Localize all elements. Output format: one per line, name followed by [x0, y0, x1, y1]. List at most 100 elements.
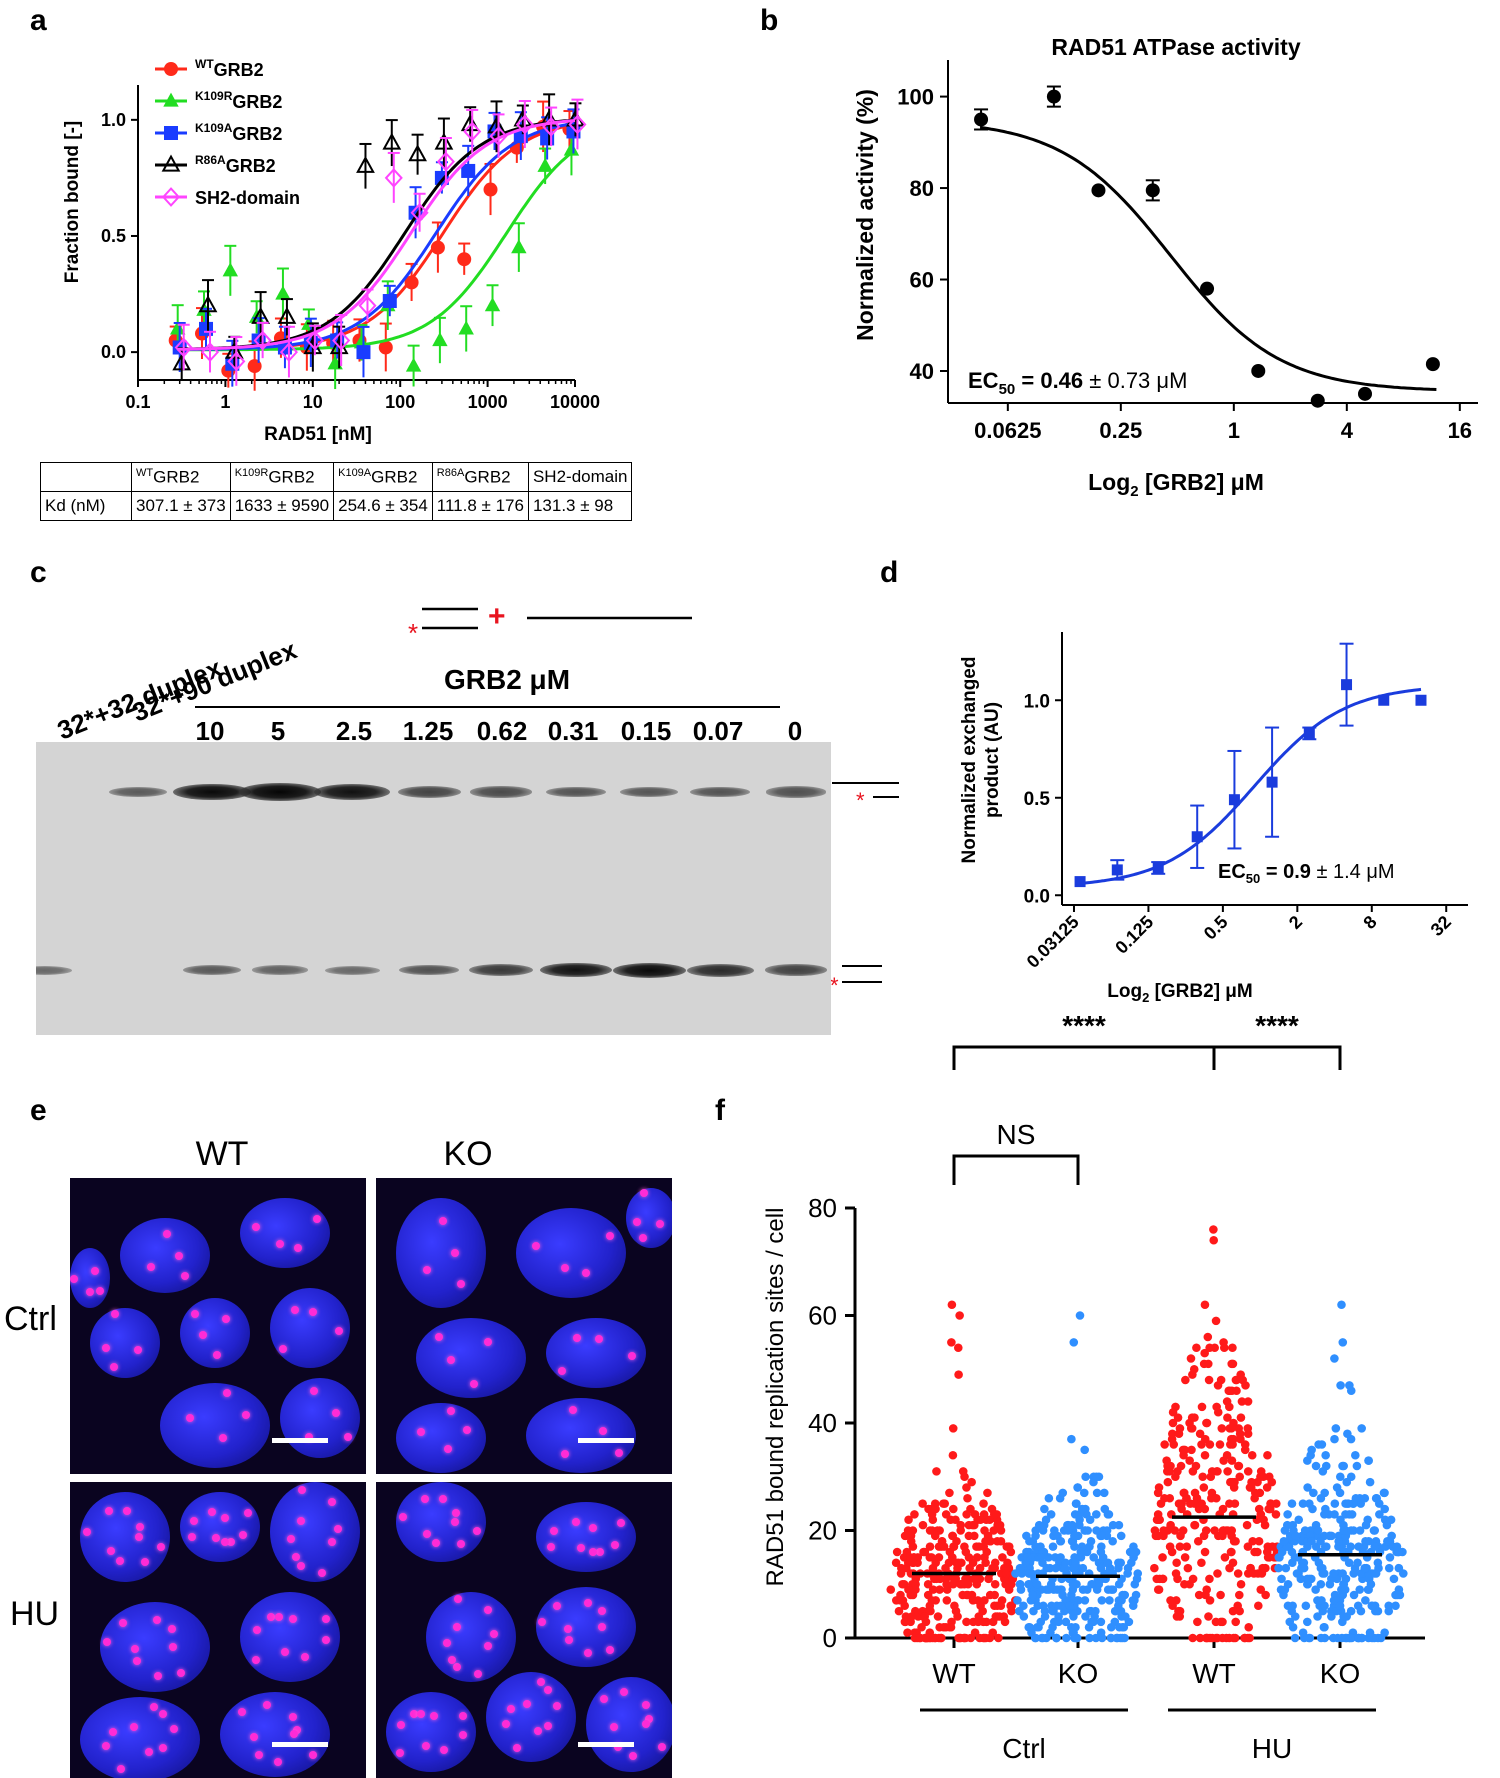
data-point — [1159, 1526, 1168, 1535]
rad51-focus — [145, 1748, 154, 1757]
data-point — [1211, 1617, 1221, 1627]
data-point — [900, 1601, 910, 1611]
kd-table-header: K109AGRB2 — [333, 462, 433, 492]
kd-table-cell: 111.8 ± 176 — [431, 491, 529, 521]
data-point — [1325, 1579, 1335, 1589]
y-tick-label: 60 — [910, 268, 934, 293]
data-point — [1303, 1617, 1312, 1627]
data-point — [1065, 1601, 1074, 1611]
data-point — [948, 1579, 958, 1589]
rad51-focus — [334, 1327, 343, 1336]
data-point — [1097, 1596, 1107, 1605]
data-point — [408, 144, 427, 162]
rad51-focus — [304, 1433, 313, 1442]
data-point — [1180, 1553, 1190, 1562]
data-point — [1263, 1553, 1273, 1562]
data-point — [1311, 1585, 1320, 1594]
chart-b-title: RAD51 ATPase activity — [1051, 34, 1300, 60]
data-point — [1024, 1579, 1033, 1589]
y-tick-label: 0.5 — [101, 226, 126, 246]
x-tick-label: 0.1 — [125, 392, 150, 412]
data-point — [1150, 1563, 1159, 1573]
chart-f-group-hu: HU — [1252, 1733, 1292, 1764]
data-point — [906, 1536, 916, 1546]
data-point — [1132, 1574, 1142, 1584]
data-point — [1108, 1520, 1118, 1530]
data-point — [1097, 1542, 1106, 1551]
data-point — [976, 1515, 985, 1525]
data-point — [935, 1585, 944, 1594]
data-point — [1370, 1542, 1380, 1551]
data-point — [1339, 1612, 1348, 1621]
data-point — [955, 1633, 965, 1643]
data-point — [1194, 1590, 1204, 1600]
rad51-focus — [629, 1751, 638, 1760]
rad51-focus — [576, 1544, 585, 1553]
nucleus — [626, 1188, 672, 1248]
rad51-focus — [310, 1386, 318, 1395]
data-point — [1166, 1520, 1175, 1530]
y-tick-label: 1.0 — [1024, 691, 1050, 712]
data-point — [1046, 89, 1061, 104]
data-point — [951, 1515, 960, 1525]
data-point — [935, 1574, 945, 1584]
data-point — [1103, 1585, 1113, 1594]
data-point — [1365, 1628, 1375, 1637]
data-point — [457, 252, 472, 267]
rad51-focus — [327, 1538, 336, 1546]
data-point — [1303, 1483, 1312, 1492]
gel-band-upper — [239, 783, 321, 801]
rad51-focus — [291, 1553, 300, 1562]
data-point — [1067, 1434, 1076, 1444]
data-point — [1087, 1579, 1096, 1589]
rad51-focus — [453, 1663, 462, 1672]
data-point — [1335, 1601, 1345, 1611]
data-point — [1173, 1467, 1182, 1476]
rad51-focus — [168, 1625, 177, 1634]
data-point — [940, 1499, 950, 1508]
data-point — [1117, 1596, 1126, 1605]
chart-b-xlabel: Log2 [GRB2] μM — [1088, 469, 1264, 500]
data-point — [410, 202, 429, 223]
data-point — [1075, 1520, 1084, 1530]
rad51-focus — [162, 1229, 171, 1238]
data-point — [332, 330, 351, 351]
data-point — [1306, 1450, 1315, 1460]
legend-marker — [163, 92, 179, 107]
data-point — [1030, 1633, 1040, 1643]
data-point — [1075, 1311, 1085, 1320]
data-point — [1103, 1558, 1113, 1568]
rad51-focus — [105, 1506, 114, 1515]
data-point — [1197, 1440, 1206, 1449]
data-point — [1085, 1515, 1095, 1525]
data-point — [1339, 1461, 1349, 1471]
gel-band-lower — [612, 962, 686, 978]
micro-row-hu: HU — [10, 1595, 59, 1633]
data-point — [1167, 1547, 1177, 1557]
rad51-focus — [557, 1367, 566, 1376]
rad51-focus — [159, 1744, 168, 1753]
data-point — [1265, 1504, 1275, 1514]
data-point — [1379, 1488, 1389, 1498]
data-point — [198, 295, 218, 313]
rad51-focus — [561, 1263, 570, 1272]
data-point — [1327, 1531, 1336, 1541]
y-tick-label: 40 — [808, 1408, 837, 1438]
x-tick-label: 0.125 — [1111, 912, 1157, 958]
data-point — [1039, 1520, 1049, 1530]
data-point — [1296, 1574, 1306, 1584]
data-point — [909, 1553, 919, 1562]
data-point — [1200, 1300, 1210, 1310]
data-point — [539, 109, 559, 127]
data-point — [1298, 1499, 1308, 1508]
data-point — [1260, 1520, 1270, 1530]
data-point — [1182, 1493, 1191, 1503]
rad51-focus — [597, 1622, 606, 1631]
data-point — [172, 353, 192, 371]
nucleus — [80, 1697, 200, 1778]
data-point — [989, 1510, 999, 1519]
rad51-focus — [244, 1509, 253, 1518]
rad51-focus — [133, 1346, 142, 1354]
data-point — [903, 1628, 912, 1637]
data-point — [1213, 1407, 1223, 1417]
